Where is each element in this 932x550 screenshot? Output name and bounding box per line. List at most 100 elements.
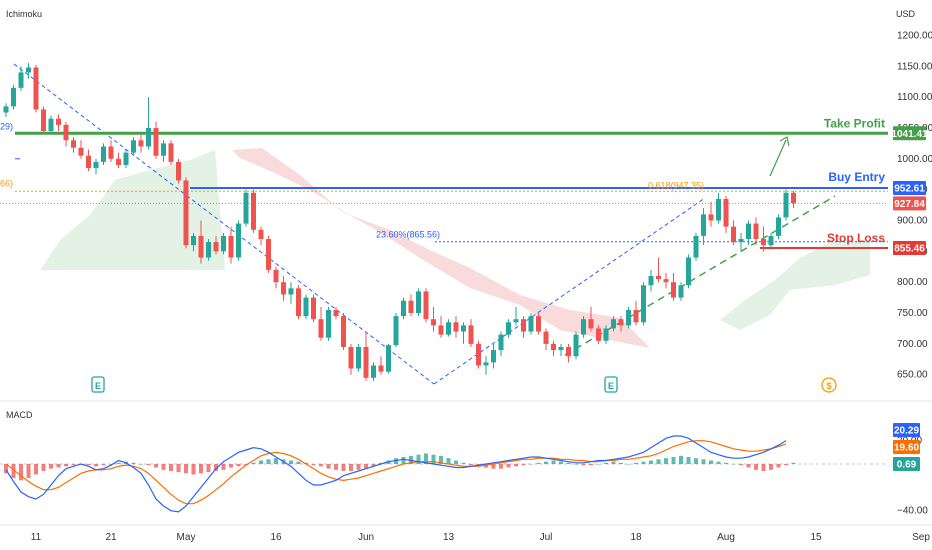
candle-body (198, 235, 204, 258)
candle (303, 294, 309, 320)
candle-body (341, 316, 346, 347)
candle-body (288, 288, 294, 295)
candle-body (686, 257, 691, 286)
candle (108, 140, 114, 162)
candle (581, 316, 586, 338)
price-tick-label: 750.00 (897, 308, 928, 319)
candle (168, 140, 174, 165)
candle (738, 232, 744, 252)
candle (783, 189, 789, 221)
candle (146, 97, 151, 150)
time-tick-label: 16 (270, 532, 282, 543)
candle-body (273, 269, 279, 283)
take-profit-tag: 1041.41 (891, 126, 928, 141)
candle (461, 322, 466, 344)
candle (213, 235, 219, 255)
macd-hist-bar (521, 464, 526, 466)
candle (768, 232, 774, 251)
price-tick-label: 1000.00 (897, 154, 932, 165)
support-trendline (564, 195, 836, 356)
earnings-letter: E (95, 381, 101, 391)
earnings-icon (91, 376, 105, 393)
candle (101, 143, 106, 165)
macd-hist-bar (731, 464, 736, 465)
time-tick-label: 15 (810, 532, 822, 543)
candle (648, 269, 654, 292)
candle (693, 232, 699, 261)
current-price-tag-text: 927.84 (894, 199, 925, 210)
macd-hist-bar (716, 461, 721, 464)
candle-body (543, 331, 549, 344)
candle-body (86, 155, 91, 169)
macd-hist-bar (491, 464, 496, 469)
earnings-marker-may[interactable]: E (91, 376, 105, 393)
dividend-marker[interactable]: $ (821, 377, 837, 393)
macd-hist-bar (371, 464, 376, 467)
candle-body (656, 276, 661, 280)
time-axis[interactable]: 11 21 May 16 Jun 13 Jul 18 Aug 15 Sep (31, 532, 931, 543)
candle-body (123, 152, 129, 165)
macd-hist-bar (544, 461, 548, 464)
candle-body (161, 143, 166, 156)
candle-body (168, 143, 174, 162)
candle-body (671, 282, 676, 298)
macd-hist-bar (56, 464, 61, 468)
candle (611, 316, 616, 332)
macd-hist-bar (41, 464, 46, 471)
candle-body (468, 325, 474, 344)
candle-body (101, 146, 106, 162)
candle (63, 121, 69, 147)
candle-body (326, 309, 331, 338)
candle (183, 177, 189, 249)
candle-body (378, 365, 384, 372)
candle-body (251, 192, 256, 230)
candle-body (183, 180, 189, 246)
earnings-marker-aug[interactable]: E (604, 376, 618, 393)
candle-body (3, 106, 9, 113)
left-edge-label-upper: 29) (0, 121, 13, 131)
fib-trendline-up (433, 197, 706, 385)
macd-hist-bar (169, 464, 173, 471)
candle (483, 356, 489, 375)
macd-hist-bar (626, 464, 631, 465)
candle-body (363, 346, 369, 378)
candle (558, 343, 564, 357)
candle-body (528, 316, 534, 332)
candle (206, 239, 211, 261)
candle (438, 316, 444, 338)
macd-hist-bar (416, 454, 421, 464)
macd-hist-bar (259, 460, 263, 464)
candle (656, 257, 661, 283)
macd-hist-bar (499, 464, 503, 469)
candle (258, 226, 264, 246)
candle-body (678, 285, 684, 298)
candle-body (18, 72, 24, 88)
candle-body (611, 319, 616, 329)
price-tick-label: 800.00 (897, 277, 928, 288)
macd-hist-bar (184, 464, 188, 474)
candle-body (311, 297, 316, 320)
macd-hist-bar (64, 464, 68, 467)
candle-body (498, 334, 504, 351)
candle-body (393, 316, 399, 346)
candles (3, 63, 796, 381)
macd-hist-bar (694, 458, 698, 464)
time-tick-label: 21 (105, 532, 117, 543)
candle-body (33, 67, 39, 110)
macd-hist-bar (221, 464, 226, 470)
macd-hist-bar (71, 464, 76, 466)
macd-hist-bar (671, 457, 676, 464)
fib-236-label: 23.60%(865.56) (376, 230, 440, 240)
macd-hist-bar (116, 462, 121, 464)
candle (536, 313, 541, 335)
candle-body (386, 345, 391, 372)
candle-body (93, 161, 99, 169)
buy-entry-tag: 952.61 (893, 181, 926, 196)
candle-body (551, 343, 556, 351)
macd-hist-bar (656, 459, 661, 464)
candle-body (491, 350, 496, 363)
candle-body (663, 279, 669, 283)
signal-value-tag-bg (893, 440, 920, 454)
candle-body (476, 343, 481, 366)
